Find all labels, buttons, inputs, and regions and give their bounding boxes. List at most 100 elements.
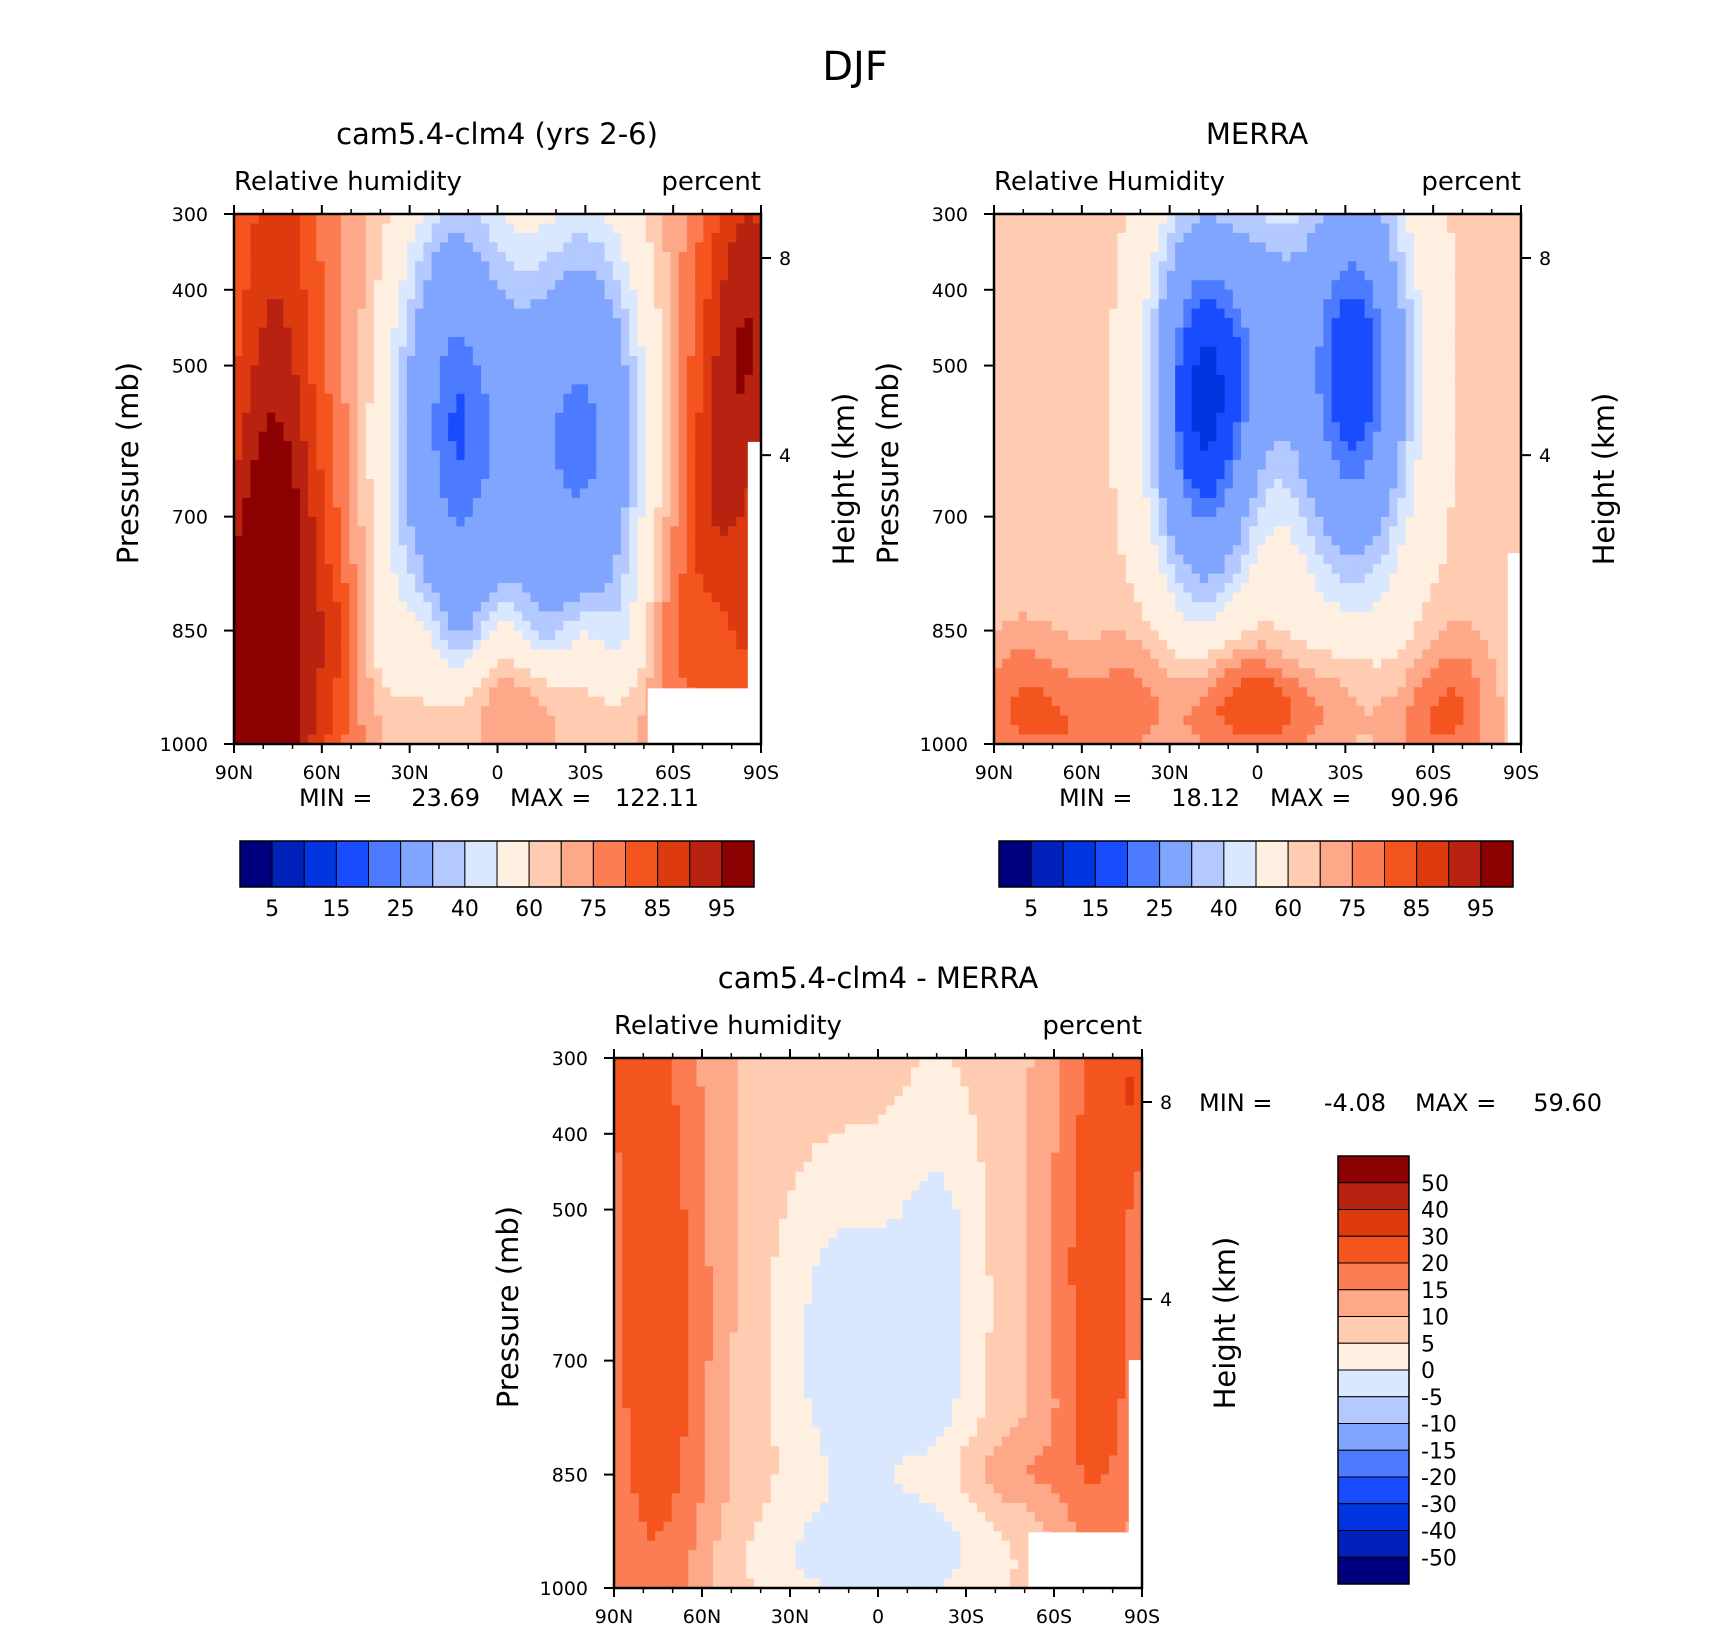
field-cell xyxy=(1026,261,1036,272)
field-cell xyxy=(423,422,433,433)
field-cell xyxy=(250,535,260,546)
field-cell xyxy=(736,526,746,537)
field-cell xyxy=(1043,384,1053,395)
field-cell xyxy=(703,232,713,243)
field-cell xyxy=(645,639,655,650)
field-cell xyxy=(266,431,276,442)
field-cell xyxy=(291,479,301,490)
field-cell xyxy=(423,639,433,650)
field-cell xyxy=(365,469,375,480)
field-cell xyxy=(621,564,630,575)
field-cell xyxy=(250,649,260,660)
field-cell xyxy=(1175,232,1184,243)
field-cell xyxy=(571,365,581,376)
field-cell xyxy=(662,261,672,272)
field-cell xyxy=(546,602,556,613)
field-cell xyxy=(332,232,342,243)
field-cell xyxy=(1051,308,1061,319)
field-cell xyxy=(530,497,540,508)
field-cell xyxy=(341,535,350,546)
field-cell xyxy=(316,223,326,234)
field-cell xyxy=(1199,374,1209,385)
field-cell xyxy=(275,715,284,726)
field-cell xyxy=(513,497,523,508)
colorbar: 5 15 25 40 60 75 85 95 xyxy=(239,840,755,922)
field-cell xyxy=(695,232,704,243)
field-cell xyxy=(1282,365,1292,376)
field-cell xyxy=(703,639,713,650)
field-cell xyxy=(497,649,507,660)
field-cell xyxy=(653,270,663,281)
field-cell xyxy=(497,554,507,565)
field-cell xyxy=(555,668,564,679)
field-cell xyxy=(538,696,548,707)
field-cell xyxy=(604,734,614,745)
field-cell xyxy=(382,677,392,688)
field-cell xyxy=(719,422,729,433)
field-cell xyxy=(604,403,614,414)
field-cell xyxy=(695,327,704,338)
field-cell xyxy=(1059,308,1069,319)
field-cell xyxy=(645,611,655,622)
field-cell xyxy=(555,327,564,338)
field-cell xyxy=(1076,318,1086,329)
field-cell xyxy=(1315,261,1324,272)
field-cell xyxy=(497,450,507,461)
field-cell xyxy=(555,725,564,736)
field-cell xyxy=(448,270,457,281)
field-cell xyxy=(686,280,696,291)
field-cell xyxy=(596,441,606,452)
field-cell xyxy=(291,337,301,348)
field-cell xyxy=(719,289,729,300)
field-cell xyxy=(1109,337,1119,348)
field-cell xyxy=(1381,289,1390,300)
field-cell xyxy=(728,497,737,508)
field-cell xyxy=(1109,299,1119,310)
field-cell xyxy=(662,251,672,262)
field-cell xyxy=(670,251,680,262)
field-cell xyxy=(1018,355,1028,367)
field-cell xyxy=(275,346,284,357)
field-cell xyxy=(571,403,581,414)
field-cell xyxy=(645,431,655,442)
field-cell xyxy=(291,507,301,518)
field-cell xyxy=(1471,374,1481,385)
field-cell xyxy=(1339,251,1349,262)
field-cell xyxy=(1356,355,1366,367)
field-cell xyxy=(291,706,301,717)
field-cell xyxy=(579,573,589,584)
field-cell xyxy=(1315,299,1324,310)
field-cell xyxy=(1405,232,1415,243)
field-cell xyxy=(1249,261,1259,272)
field-cell xyxy=(1084,214,1094,225)
field-cell xyxy=(398,696,408,707)
field-cell xyxy=(382,280,392,291)
field-cell xyxy=(563,469,573,480)
field-cell xyxy=(316,318,326,329)
field-cell xyxy=(316,460,326,471)
field-cell xyxy=(472,393,482,404)
field-cell xyxy=(316,214,326,225)
field-cell xyxy=(662,242,672,253)
field-cell xyxy=(1166,393,1176,404)
field-cell xyxy=(1273,299,1283,310)
field-cell xyxy=(629,734,639,745)
field-cell xyxy=(431,706,441,717)
field-cell xyxy=(234,308,243,319)
field-cell xyxy=(695,384,704,395)
field-cell xyxy=(406,318,416,329)
field-cell xyxy=(234,583,243,594)
field-cell xyxy=(719,346,729,357)
field-cell xyxy=(711,308,721,319)
field-cell xyxy=(448,611,457,622)
field-cell xyxy=(234,564,243,575)
field-cell xyxy=(365,450,375,461)
field-cell xyxy=(1084,280,1094,291)
field-cell xyxy=(299,346,309,357)
field-cell xyxy=(546,460,556,471)
field-cell xyxy=(546,545,556,556)
field-cell xyxy=(332,649,342,660)
field-cell xyxy=(588,270,597,281)
field-cell xyxy=(1282,327,1292,338)
field-cell xyxy=(513,441,523,452)
